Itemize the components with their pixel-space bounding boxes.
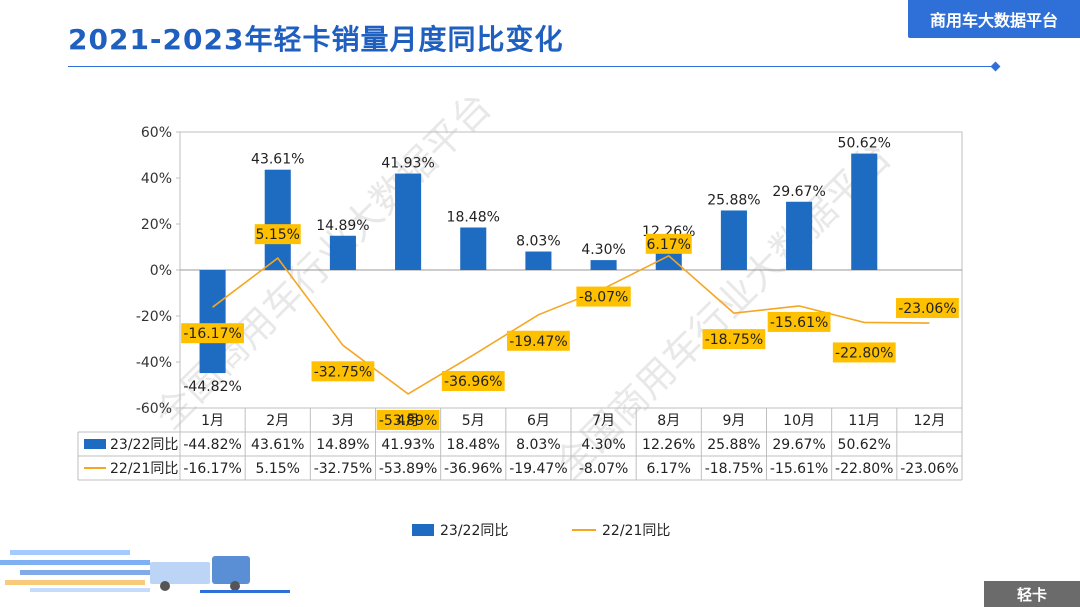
- line-label-box: [576, 286, 631, 307]
- table-cell-22-21: -8.07%: [579, 461, 629, 477]
- line-data-label: -8.07%: [579, 290, 629, 306]
- line-label-box: [832, 342, 896, 363]
- table-cell-22-21: -16.17%: [183, 461, 241, 477]
- bar-23-22: [590, 260, 617, 270]
- line-label-box: [181, 323, 244, 344]
- bar-data-label: 4.30%: [581, 242, 625, 258]
- x-category-label: 4月: [397, 413, 420, 429]
- x-category-label: 11月: [848, 413, 880, 429]
- y-tick-label: 0%: [150, 263, 172, 279]
- x-category-label: 2月: [266, 413, 289, 429]
- table-cell-22-21: -22.80%: [835, 461, 893, 477]
- table-cell-22-21: -53.89%: [379, 461, 437, 477]
- line-data-label: -16.17%: [183, 326, 241, 342]
- brand-badge: 商用车大数据平台: [908, 0, 1080, 38]
- line-label-box: [376, 409, 440, 430]
- y-tick-label: -40%: [136, 355, 172, 371]
- table-cell-23-22: -44.82%: [183, 437, 241, 453]
- table-cell-22-21: -18.75%: [705, 461, 763, 477]
- table-cell-22-21: 5.15%: [256, 461, 300, 477]
- bar-23-22: [786, 201, 813, 270]
- table-cell-23-22: 14.89%: [316, 437, 369, 453]
- x-category-label: 1月: [201, 413, 224, 429]
- table-cell-23-22: 18.48%: [447, 437, 500, 453]
- bar-23-22: [851, 153, 878, 270]
- y-tick-label: -60%: [136, 401, 172, 417]
- line-data-label: -19.47%: [509, 334, 567, 350]
- line-data-label: -18.75%: [705, 332, 763, 348]
- line-data-label: -32.75%: [314, 364, 372, 380]
- bar-23-22: [329, 235, 356, 270]
- table-cell-23-22: 25.88%: [707, 437, 760, 453]
- series-name-label: 23/22同比: [110, 437, 178, 453]
- line-data-label: 5.15%: [256, 227, 300, 243]
- bar-data-label: 25.88%: [707, 192, 760, 208]
- bar-23-22: [264, 169, 291, 270]
- y-tick-label: -20%: [136, 309, 172, 325]
- line-label-box: [896, 298, 959, 319]
- truck-decoration: [0, 550, 290, 593]
- y-tick-label: 60%: [141, 125, 172, 141]
- x-category-label: 5月: [462, 413, 485, 429]
- bar-data-label: 43.61%: [251, 152, 304, 168]
- table-cell-23-22: 4.30%: [581, 437, 625, 453]
- page-title: 2021-2023年轻卡销量月度同比变化: [68, 23, 564, 56]
- x-category-label: 9月: [722, 413, 745, 429]
- x-category-label: 3月: [331, 413, 354, 429]
- y-tick-label: 40%: [141, 171, 172, 187]
- table-cell-22-21: -15.61%: [770, 461, 828, 477]
- table-cell-23-22: 29.67%: [772, 437, 825, 453]
- bar-data-label: 14.89%: [316, 218, 369, 234]
- line-label-box: [702, 329, 766, 350]
- line-label-box: [441, 371, 505, 392]
- bar-23-22: [460, 227, 487, 270]
- legend-swatch-bar: [412, 524, 434, 536]
- category-tag: 轻卡: [984, 581, 1080, 607]
- x-category-label: 6月: [527, 413, 550, 429]
- x-category-label: 7月: [592, 413, 615, 429]
- table-cell-22-21: -23.06%: [900, 461, 958, 477]
- table-cell-23-22: 41.93%: [381, 437, 434, 453]
- line-data-label: -23.06%: [898, 301, 956, 317]
- line-label-box: [645, 233, 692, 254]
- bar-23-22: [720, 210, 747, 270]
- line-data-label: -15.61%: [770, 315, 828, 331]
- series-name-label: 22/21同比: [110, 461, 178, 477]
- bar-data-label: -44.82%: [183, 379, 241, 395]
- table-cell-22-21: 6.17%: [647, 461, 691, 477]
- x-category-label: 8月: [657, 413, 680, 429]
- x-category-label: 10月: [783, 413, 815, 429]
- table-cell-22-21: -19.47%: [509, 461, 567, 477]
- table-cell-23-22: 43.61%: [251, 437, 304, 453]
- title-divider: [68, 66, 996, 67]
- table-cell-23-22: 50.62%: [838, 437, 891, 453]
- legend-label: 22/21同比: [602, 523, 670, 539]
- table-cell-22-21: -36.96%: [444, 461, 502, 477]
- line-label-box: [311, 361, 375, 382]
- bar-data-label: 50.62%: [838, 136, 891, 152]
- bar-data-label: 8.03%: [516, 234, 560, 250]
- bar-23-22: [395, 173, 422, 270]
- line-22-21: [212, 254, 930, 395]
- bar-23-22: [199, 270, 226, 374]
- line-data-label: -36.96%: [444, 374, 502, 390]
- x-category-label: 12月: [914, 413, 946, 429]
- line-data-label: -22.80%: [835, 345, 893, 361]
- line-label-box: [254, 224, 301, 245]
- table-cell-22-21: -32.75%: [314, 461, 372, 477]
- line-label-box: [767, 311, 831, 332]
- line-data-label: 6.17%: [647, 237, 691, 253]
- line-label-box: [507, 330, 570, 351]
- y-tick-label: 20%: [141, 217, 172, 233]
- bar-data-label: 18.48%: [447, 209, 500, 225]
- table-cell-23-22: 8.03%: [516, 437, 560, 453]
- table-cell-23-22: 12.26%: [642, 437, 695, 453]
- line-data-label: -53.89%: [379, 413, 437, 429]
- legend-key-bar: [84, 439, 106, 449]
- legend-label: 23/22同比: [440, 523, 508, 539]
- bar-23-22: [525, 251, 552, 270]
- bar-data-label: 41.93%: [381, 156, 434, 172]
- bar-data-label: 29.67%: [772, 184, 825, 200]
